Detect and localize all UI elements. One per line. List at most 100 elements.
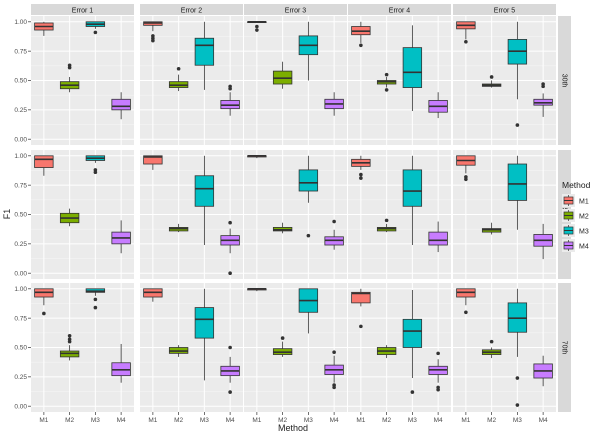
outlier-point xyxy=(384,88,389,92)
row-strip-70th xyxy=(558,283,571,412)
strip-error-4 xyxy=(348,4,451,15)
legend-title: Method xyxy=(562,180,591,190)
panel-70th-error-2 xyxy=(140,283,243,412)
outlier-point xyxy=(176,66,181,71)
x-tick-label-m1: M1 xyxy=(252,417,261,424)
box-m3 xyxy=(194,21,215,90)
outlier-point xyxy=(359,324,363,329)
x-tick-label-m1: M1 xyxy=(356,417,365,424)
strip-label-error-2: Error 2 xyxy=(181,7,203,14)
box-m2 xyxy=(481,339,502,359)
outlier-point xyxy=(228,390,232,394)
box-m3 xyxy=(402,25,423,112)
x-axis-title: Method xyxy=(278,423,308,433)
box-m1 xyxy=(143,155,163,170)
box-m1 xyxy=(351,155,371,180)
y-tick-label: 1.00 xyxy=(14,286,27,293)
outlier-point xyxy=(255,28,259,32)
outlier-point xyxy=(93,170,98,175)
box-m3 xyxy=(85,155,106,175)
strip-error-2 xyxy=(140,4,243,15)
box-m1 xyxy=(143,288,163,302)
outlier-point xyxy=(228,220,232,225)
box-iqr xyxy=(402,169,423,207)
box-m4 xyxy=(111,92,131,120)
panel-70th-error-1 xyxy=(31,283,134,412)
box-iqr xyxy=(298,169,319,192)
outlier-point xyxy=(332,385,336,390)
box-m2 xyxy=(481,222,502,235)
legend-item-m4: M4 xyxy=(562,239,589,252)
box-m4 xyxy=(428,221,448,253)
outlier-point xyxy=(359,43,363,48)
box-m2 xyxy=(59,333,80,361)
box-m4 xyxy=(111,220,131,254)
strip-error-3 xyxy=(244,4,347,15)
strip-label-error-1: Error 1 xyxy=(72,7,94,14)
legend-label-m4: M4 xyxy=(579,244,589,251)
x-tick-label-m2: M2 xyxy=(174,417,183,424)
outlier-point xyxy=(228,345,232,350)
y-tick-label: 0.75 xyxy=(14,315,27,322)
box-m4 xyxy=(533,82,553,117)
x-tick-label-m1: M1 xyxy=(148,417,157,424)
strip-label-error-5: Error 5 xyxy=(494,7,516,14)
strip-label-error-3: Error 3 xyxy=(285,7,307,14)
box-m1 xyxy=(247,155,267,159)
outlier-point xyxy=(255,24,259,29)
legend-label-m3: M3 xyxy=(579,229,589,236)
outlier-point xyxy=(436,387,440,392)
panel-70th-error-5 xyxy=(453,283,556,412)
x-tick-label-m1: M1 xyxy=(39,417,48,424)
outlier-point xyxy=(228,271,232,275)
outlier-point xyxy=(489,75,494,79)
y-tick-label: 1.00 xyxy=(14,153,27,160)
box-m1 xyxy=(456,21,476,44)
outlier-point xyxy=(515,403,520,407)
box-m1 xyxy=(456,288,476,315)
outlier-point xyxy=(464,310,468,315)
row-strip-label-30th: 30th xyxy=(561,74,568,88)
outlier-point xyxy=(67,333,72,338)
box-iqr xyxy=(402,47,423,88)
box-iqr xyxy=(111,98,131,111)
outlier-point xyxy=(515,376,520,380)
strip-error-5 xyxy=(453,4,556,15)
strip-error-1 xyxy=(31,4,134,15)
box-m2 xyxy=(168,223,189,233)
box-iqr xyxy=(143,155,163,165)
y-tick-label: 0.00 xyxy=(14,270,27,277)
outlier-point xyxy=(280,336,285,340)
outlier-point xyxy=(464,39,468,44)
box-m3 xyxy=(507,288,528,407)
box-m1 xyxy=(34,288,54,316)
outlier-point xyxy=(306,233,311,238)
outlier-point xyxy=(93,297,98,302)
axes-layer: 0.00 0.25 0.50 0.75 1.00 0.00 0.25 0.50 0.75 1.00… xyxy=(14,19,548,424)
box-m4 xyxy=(111,343,131,383)
panel-50th-error-2 xyxy=(140,150,243,279)
legend: Method M1 M2 M3 M4 xyxy=(562,180,591,252)
panel-30th-error-5 xyxy=(453,16,556,145)
panel-50th-error-4 xyxy=(348,150,451,279)
x-tick-label-m3: M3 xyxy=(408,417,417,424)
legend-label-m2: M2 xyxy=(579,214,589,221)
outlier-point xyxy=(332,219,336,224)
box-m4 xyxy=(428,92,448,119)
panel-50th-error-3 xyxy=(244,150,347,279)
box-m1 xyxy=(247,288,267,292)
x-tick-label-m4: M4 xyxy=(117,417,126,424)
x-tick-label-m4: M4 xyxy=(434,417,443,424)
box-m4 xyxy=(220,220,240,275)
box-m2 xyxy=(376,218,397,233)
x-tick-label-m4: M4 xyxy=(226,417,235,424)
box-m3 xyxy=(298,21,319,81)
outlier-point xyxy=(359,172,363,177)
outlier-point xyxy=(151,34,155,38)
outlier-point xyxy=(384,72,389,77)
outlier-point xyxy=(541,82,545,86)
legend-label-m1: M1 xyxy=(579,199,589,206)
box-m4 xyxy=(220,345,240,394)
box-m3 xyxy=(194,155,215,246)
panel-50th-error-5 xyxy=(453,150,556,279)
